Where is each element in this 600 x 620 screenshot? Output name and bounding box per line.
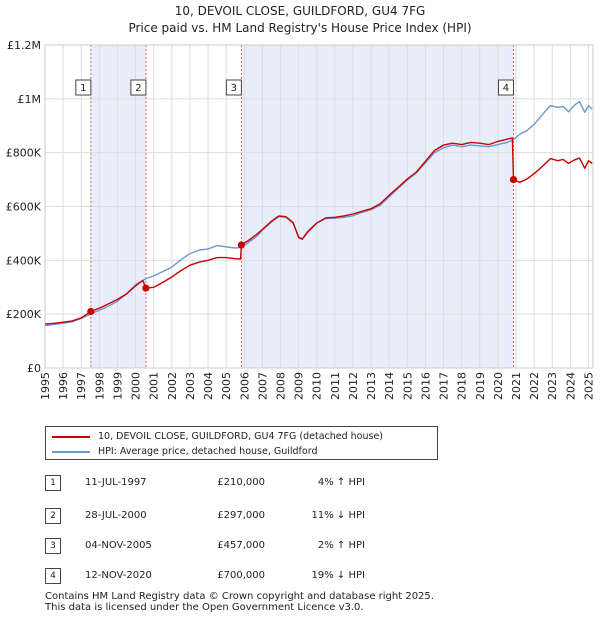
footer-line-2: This data is licensed under the Open Gov… [45, 602, 364, 613]
sale-hpi-diff: 4% ↑ HPI [317, 477, 365, 488]
sale-marker-box [225, 79, 242, 96]
sale-markers: 1 2 3 4 [75, 79, 514, 96]
x-tick-label: 1996 [57, 372, 70, 400]
x-tick-label: 2010 [311, 372, 324, 400]
sale-date: 11-JUL-1997 [85, 477, 147, 488]
x-tick-label: 2011 [329, 372, 342, 400]
x-tick-label: 2005 [220, 372, 233, 400]
x-tick-label: 2022 [528, 372, 541, 400]
sale-marker-label: 2 [135, 83, 141, 94]
x-tick-label: 2012 [347, 372, 360, 400]
sale-hpi-diff: 11% ↓ HPI [311, 510, 365, 521]
y-tick-label: £400K [6, 254, 42, 267]
sale-point [237, 241, 245, 249]
y-tick-label: £1.2M [7, 39, 41, 52]
x-tick-label: 2003 [184, 372, 197, 400]
sale-marker-label: 1 [80, 83, 86, 94]
title-line-1: 10, DEVOIL CLOSE, GUILDFORD, GU4 7FG [174, 4, 426, 18]
legend-swatch-hpi [52, 450, 90, 453]
sale-row: 1 11-JUL-1997 £210,000 4% ↑ HPI [45, 474, 375, 492]
sale-price: £457,000 [217, 540, 265, 551]
sale-row: 4 12-NOV-2020 £700,000 19% ↓ HPI [45, 567, 375, 585]
sale-marker-label: 4 [503, 83, 509, 94]
chart-title: 10, DEVOIL CLOSE, GUILDFORD, GU4 7FG Pri… [0, 3, 600, 37]
x-tick-label: 1997 [75, 372, 88, 400]
sale-price: £700,000 [217, 570, 265, 581]
x-tick-label: 2021 [510, 372, 523, 400]
sale-number-badge: 2 [45, 508, 61, 524]
footer: Contains HM Land Registry data © Crown c… [45, 591, 434, 613]
sale-price: £297,000 [217, 510, 265, 521]
x-tick-label: 2002 [166, 372, 179, 400]
y-tick-label: £200K [6, 308, 42, 321]
x-tick-label: 2020 [492, 372, 505, 400]
x-tick-label: 2000 [130, 372, 143, 400]
sale-date: 28-JUL-2000 [85, 510, 147, 521]
sale-row: 3 04-NOV-2005 £457,000 2% ↑ HPI [45, 537, 375, 555]
x-tick-label: 2016 [419, 372, 432, 400]
x-axis-ticks: 1995 1996 1997 1998 1999 2000 2001 2002 2003 2004… [39, 372, 595, 400]
price-chart: 1 2 3 4 £0 £200K £400K £600K £800K £1M £1.2M 1995… [6, 39, 596, 400]
sale-marker-box [75, 79, 92, 96]
sale-hpi-diff: 2% ↑ HPI [317, 540, 365, 551]
y-tick-label: £1M [18, 93, 42, 106]
x-tick-label: 2014 [383, 372, 396, 400]
x-tick-label: 1999 [111, 372, 124, 400]
sale-point [142, 284, 150, 292]
sale-points [87, 175, 518, 316]
x-tick-label: 1998 [93, 372, 106, 400]
x-tick-label: 2008 [275, 372, 288, 400]
plot-frame [44, 44, 594, 369]
x-tick-label: 2004 [202, 372, 215, 400]
sale-marker-label: 3 [231, 83, 237, 94]
x-tick-label: 2019 [474, 372, 487, 400]
x-tick-label: 2015 [401, 372, 414, 400]
x-tick-label: 1995 [39, 372, 52, 400]
legend-item-hpi: HPI: Average price, detached house, Guil… [52, 444, 317, 460]
x-tick-label: 2001 [148, 372, 161, 400]
sale-point [87, 307, 95, 316]
footer-line-1: Contains HM Land Registry data © Crown c… [45, 591, 434, 602]
sale-hpi-diff: 19% ↓ HPI [311, 570, 365, 581]
legend-label-hpi: HPI: Average price, detached house, Guil… [98, 446, 318, 457]
sale-date: 12-NOV-2020 [85, 570, 152, 581]
sale-date: 04-NOV-2005 [85, 540, 152, 551]
x-tick-label: 2025 [582, 372, 595, 400]
legend-swatch-property [52, 435, 90, 438]
legend: 10, DEVOIL CLOSE, GUILDFORD, GU4 7FG (de… [45, 426, 438, 460]
legend-label-property: 10, DEVOIL CLOSE, GUILDFORD, GU4 7FG (de… [98, 431, 384, 442]
sale-number-badge: 3 [45, 538, 61, 554]
x-tick-label: 2018 [456, 372, 469, 400]
sale-marker-box [130, 79, 147, 96]
sale-row: 2 28-JUL-2000 £297,000 11% ↓ HPI [45, 507, 375, 525]
sale-point [509, 175, 518, 184]
x-tick-label: 2024 [564, 372, 577, 400]
x-tick-label: 2017 [438, 372, 451, 400]
sale-marker-box [497, 79, 514, 96]
gridlines [44, 44, 593, 369]
legend-item-property: 10, DEVOIL CLOSE, GUILDFORD, GU4 7FG (de… [52, 429, 383, 445]
y-tick-label: £600K [6, 201, 42, 214]
x-tick-label: 2007 [256, 372, 269, 400]
y-tick-label: £0 [27, 362, 41, 375]
x-tick-label: 2023 [546, 372, 559, 400]
y-tick-label: £800K [6, 147, 42, 160]
x-tick-label: 2009 [293, 372, 306, 400]
x-tick-label: 2013 [365, 372, 378, 400]
x-tick-label: 2006 [238, 372, 251, 400]
sale-price: £210,000 [217, 477, 265, 488]
title-line-2: Price paid vs. HM Land Registry's House … [128, 21, 472, 35]
sale-number-badge: 4 [45, 568, 61, 584]
y-axis-ticks: £0 £200K £400K £600K £800K £1M £1.2M [6, 39, 42, 375]
sale-number-badge: 1 [45, 475, 61, 491]
